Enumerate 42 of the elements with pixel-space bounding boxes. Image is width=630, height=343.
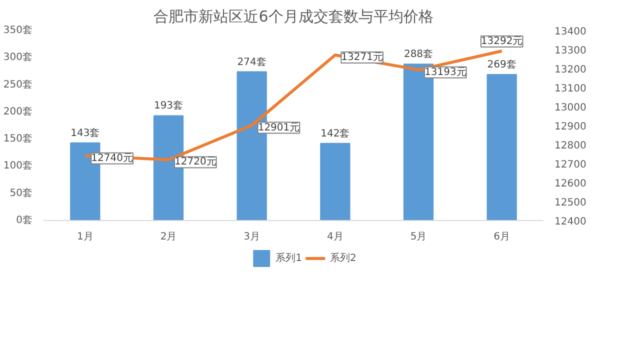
data-label: 193套 bbox=[154, 100, 184, 112]
y2-tick-label: 12900 bbox=[554, 122, 586, 132]
data-label: 143套 bbox=[70, 126, 100, 139]
legend-label: 系列1 bbox=[276, 252, 302, 265]
legend-label: 系列2 bbox=[330, 252, 356, 265]
y-tick-label: 300套 bbox=[3, 51, 33, 64]
data-label: 288套 bbox=[404, 48, 434, 60]
y2-tick-label: 13400 bbox=[554, 26, 586, 38]
data-label: 13292元 bbox=[480, 36, 523, 48]
data-label: 13193元 bbox=[424, 66, 466, 78]
data-label: 274套 bbox=[237, 56, 266, 68]
bar bbox=[320, 142, 350, 220]
data-label: 12901元 bbox=[258, 122, 300, 134]
y-tick-label: 200套 bbox=[3, 105, 33, 118]
x-tick-label: 3月 bbox=[244, 232, 260, 242]
y2-tick-label: 12800 bbox=[554, 140, 586, 152]
y2-tick-label: 13200 bbox=[554, 64, 586, 76]
y-tick-label: 150套 bbox=[3, 132, 33, 145]
y2-tick-label: 12600 bbox=[554, 178, 586, 190]
y-tick-label: 50套 bbox=[10, 186, 33, 199]
data-label: 269套 bbox=[487, 58, 516, 70]
x-tick-label: 1月 bbox=[76, 232, 94, 242]
y2-tick-label: 12700 bbox=[554, 160, 586, 170]
bar bbox=[486, 74, 517, 220]
y-tick-label: 250套 bbox=[3, 78, 33, 90]
x-tick-label: 4月 bbox=[326, 232, 344, 242]
y2-tick-label: 12500 bbox=[554, 198, 586, 208]
y2-tick-label: 13100 bbox=[554, 84, 586, 94]
chart-title: 合肥市新站区近6个月成交套数与平均价格 bbox=[154, 8, 434, 26]
data-label: 12720元 bbox=[174, 156, 216, 168]
x-tick-label: 2月 bbox=[160, 232, 177, 242]
y-tick-label: 350套 bbox=[3, 24, 33, 36]
y-tick-label: 0套 bbox=[16, 214, 33, 226]
y2-tick-label: 13300 bbox=[554, 46, 586, 56]
y2-tick-label: 12400 bbox=[554, 216, 586, 228]
data-label: 142套 bbox=[320, 127, 350, 140]
x-tick-label: 6月 bbox=[494, 232, 510, 242]
data-label: 13271元 bbox=[341, 52, 383, 64]
y-tick-label: 100套 bbox=[3, 160, 33, 172]
data-label: 12740元 bbox=[91, 152, 133, 164]
y2-tick-label: 13000 bbox=[554, 102, 586, 114]
x-tick-label: 5月 bbox=[410, 232, 427, 242]
